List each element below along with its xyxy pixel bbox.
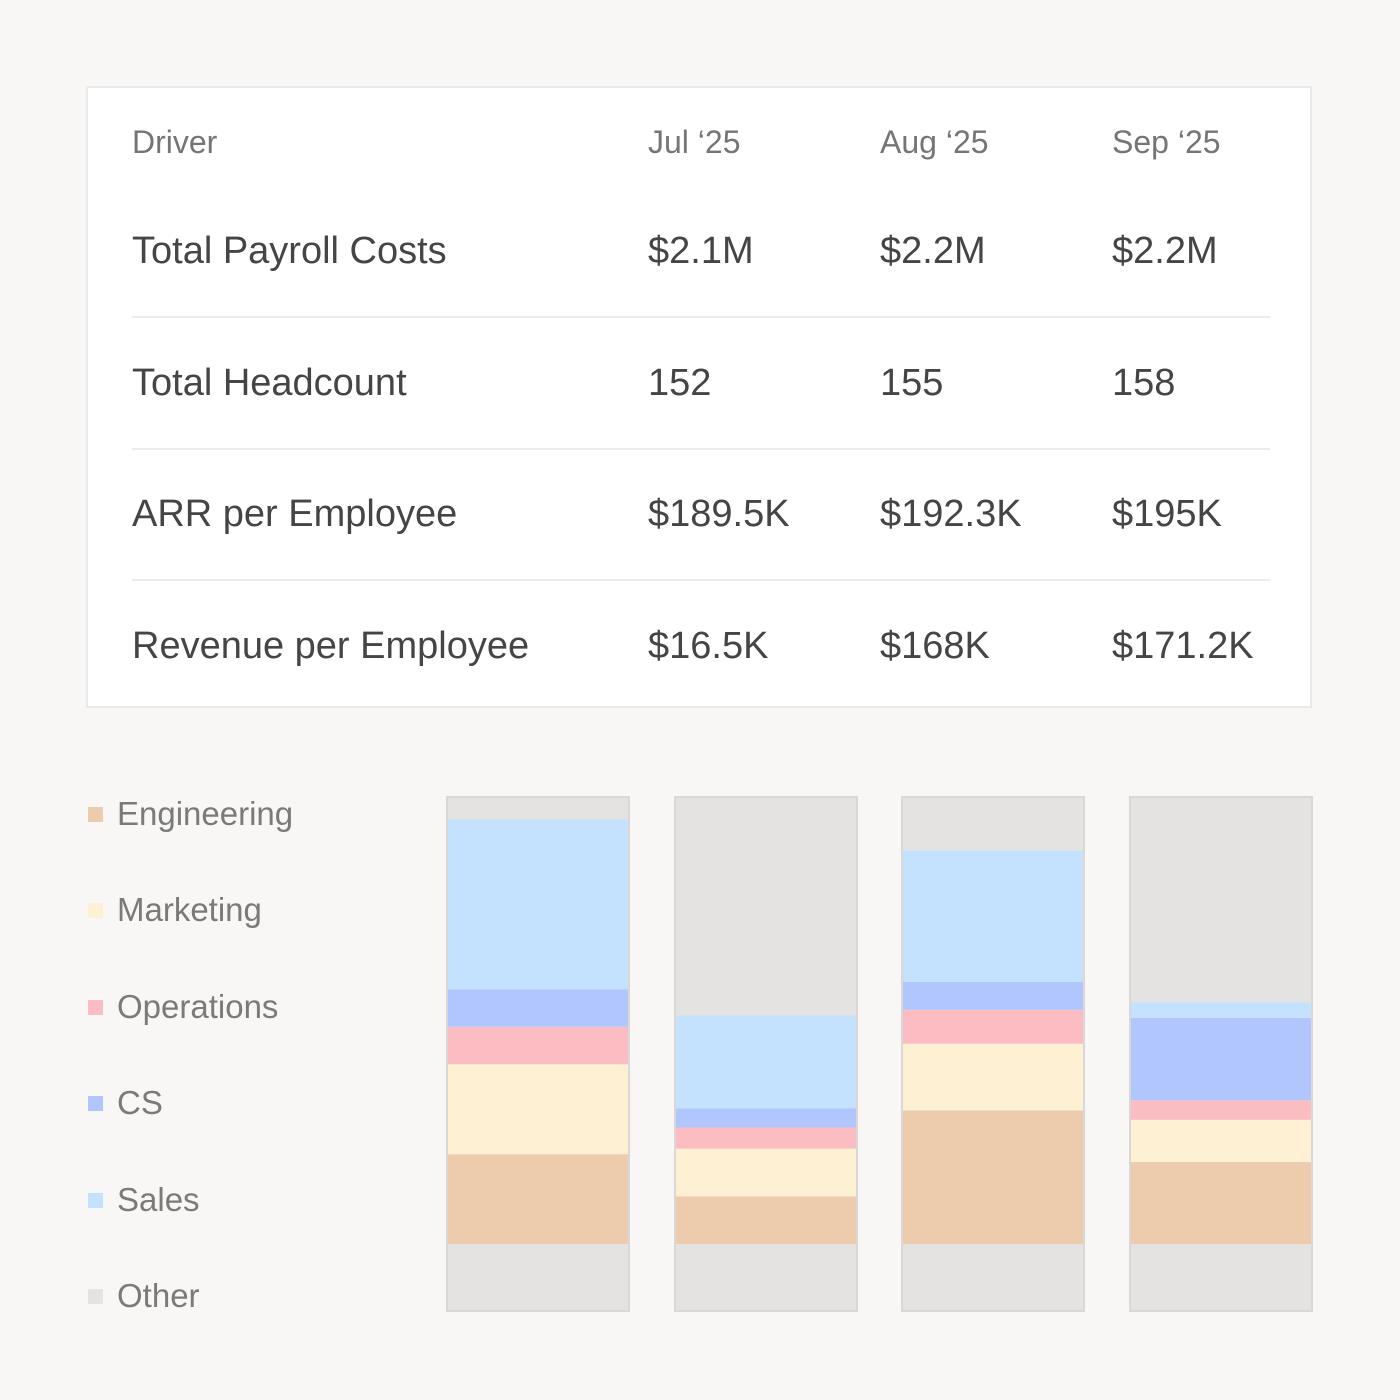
bar-segment-cs-1 xyxy=(447,989,629,1027)
bar-outline-4 xyxy=(1129,796,1313,1312)
row-value-jul: $16.5K xyxy=(648,625,769,667)
bar-column-4 xyxy=(1129,796,1313,1312)
legend-swatch-marketing xyxy=(88,903,103,918)
legend-label-marketing: Marketing xyxy=(117,891,262,928)
bar-segment-engineering-3 xyxy=(902,1110,1084,1245)
bar-segment-other-2 xyxy=(675,797,857,1016)
legend-item-operations: Operations xyxy=(88,987,408,1027)
legend-swatch-engineering xyxy=(88,807,103,822)
row-value-jul: 152 xyxy=(648,362,712,404)
legend-item-marketing: Marketing xyxy=(88,890,408,930)
row-value-aug: $2.2M xyxy=(880,230,986,272)
bar-segment-other-1 xyxy=(447,1244,629,1311)
legend-label-sales: Sales xyxy=(117,1181,200,1218)
row-value-sep: $171.2K xyxy=(1112,625,1254,667)
bar-segment-other-4 xyxy=(1130,797,1312,1003)
bar-column-1 xyxy=(446,796,630,1312)
row-value-sep: 158 xyxy=(1112,362,1176,404)
table-header: Driver Jul ‘25 Aug ‘25 Sep ‘25 xyxy=(88,88,1310,196)
bar-segment-engineering-1 xyxy=(447,1154,629,1245)
chart-legend: Engineering Marketing Operations CS Sale… xyxy=(88,790,408,1330)
bar-outline-1 xyxy=(446,796,630,1312)
bar-segment-engineering-4 xyxy=(1130,1161,1312,1245)
row-value-sep: $2.2M xyxy=(1112,230,1218,272)
legend-item-other: Other xyxy=(88,1276,408,1316)
table-row: Total Payroll Costs $2.1M $2.2M $2.2M xyxy=(132,186,1270,318)
row-label: Total Headcount xyxy=(132,362,407,404)
bar-segment-cs-4 xyxy=(1130,1018,1312,1101)
bar-segment-operations-3 xyxy=(902,1009,1084,1044)
bar-outline-3 xyxy=(901,796,1085,1312)
table-row: Total Headcount 152 155 158 xyxy=(132,318,1270,450)
legend-swatch-sales xyxy=(88,1193,103,1208)
legend-item-engineering: Engineering xyxy=(88,794,408,834)
legend-label-cs: CS xyxy=(117,1084,163,1121)
bar-segment-other-2 xyxy=(675,1244,857,1311)
bar-segment-marketing-3 xyxy=(902,1043,1084,1111)
row-value-sep: $195K xyxy=(1112,493,1222,535)
header-month-jul: Jul ‘25 xyxy=(648,124,741,160)
bar-column-3 xyxy=(901,796,1085,1312)
legend-item-cs: CS xyxy=(88,1083,408,1123)
drivers-table: Driver Jul ‘25 Aug ‘25 Sep ‘25 Total Pay… xyxy=(86,86,1312,708)
row-label: Revenue per Employee xyxy=(132,625,530,667)
row-value-jul: $2.1M xyxy=(648,230,754,272)
row-label: ARR per Employee xyxy=(132,493,458,535)
legend-label-operations: Operations xyxy=(117,988,279,1025)
bar-segment-other-1 xyxy=(447,797,629,820)
bar-segment-other-3 xyxy=(902,797,1084,851)
bar-segment-operations-4 xyxy=(1130,1100,1312,1120)
bar-segment-operations-2 xyxy=(675,1127,857,1149)
legend-item-sales: Sales xyxy=(88,1180,408,1220)
legend-label-other: Other xyxy=(117,1277,200,1314)
bar-segment-other-4 xyxy=(1130,1244,1312,1311)
bar-segment-sales-4 xyxy=(1130,1002,1312,1019)
legend-swatch-cs xyxy=(88,1096,103,1111)
bar-segment-sales-3 xyxy=(902,850,1084,983)
bar-segment-engineering-2 xyxy=(675,1196,857,1245)
bar-segment-other-3 xyxy=(902,1244,1084,1311)
row-value-aug: 155 xyxy=(880,362,944,404)
header-month-aug: Aug ‘25 xyxy=(880,124,989,160)
bar-column-2 xyxy=(674,796,858,1312)
bar-segment-operations-1 xyxy=(447,1026,629,1065)
row-value-aug: $192.3K xyxy=(880,493,1022,535)
row-label: Total Payroll Costs xyxy=(132,230,447,272)
table-row: ARR per Employee $189.5K $192.3K $195K xyxy=(132,449,1270,581)
bar-segment-marketing-4 xyxy=(1130,1119,1312,1162)
legend-swatch-other xyxy=(88,1289,103,1304)
bar-segment-cs-3 xyxy=(902,982,1084,1010)
legend-swatch-operations xyxy=(88,1000,103,1015)
bar-segment-sales-1 xyxy=(447,819,629,990)
header-driver: Driver xyxy=(132,124,218,160)
header-month-sep: Sep ‘25 xyxy=(1112,124,1221,160)
row-value-jul: $189.5K xyxy=(648,493,790,535)
bar-segment-marketing-2 xyxy=(675,1148,857,1197)
legend-label-engineering: Engineering xyxy=(117,795,294,832)
bar-outline-2 xyxy=(674,796,858,1312)
bar-segment-cs-2 xyxy=(675,1108,857,1128)
row-value-aug: $168K xyxy=(880,625,990,667)
table-row: Revenue per Employee $16.5K $168K $171.2… xyxy=(132,581,1270,711)
bar-segment-sales-2 xyxy=(675,1015,857,1109)
bar-segment-marketing-1 xyxy=(447,1064,629,1155)
